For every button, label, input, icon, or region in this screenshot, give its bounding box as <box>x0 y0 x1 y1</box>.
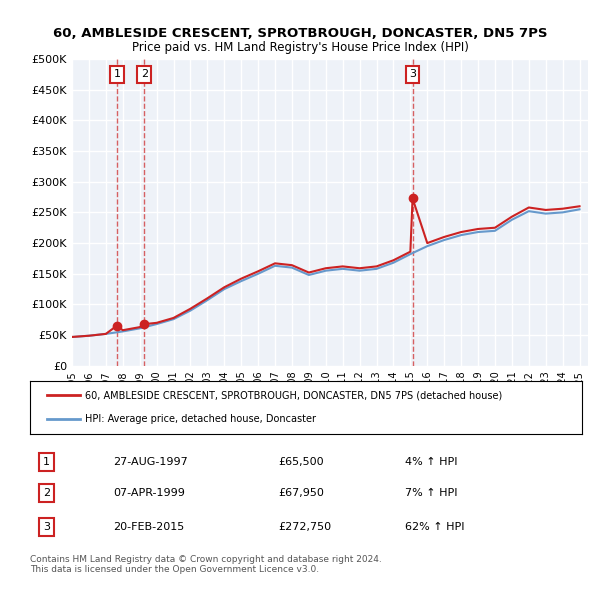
Text: 60, AMBLESIDE CRESCENT, SPROTBROUGH, DONCASTER, DN5 7PS (detached house): 60, AMBLESIDE CRESCENT, SPROTBROUGH, DON… <box>85 391 502 401</box>
Text: 4% ↑ HPI: 4% ↑ HPI <box>406 457 458 467</box>
Text: 07-APR-1999: 07-APR-1999 <box>113 489 185 498</box>
Text: 7% ↑ HPI: 7% ↑ HPI <box>406 489 458 498</box>
Text: £65,500: £65,500 <box>278 457 324 467</box>
Text: 27-AUG-1997: 27-AUG-1997 <box>113 457 188 467</box>
Text: Price paid vs. HM Land Registry's House Price Index (HPI): Price paid vs. HM Land Registry's House … <box>131 41 469 54</box>
Text: Contains HM Land Registry data © Crown copyright and database right 2024.
This d: Contains HM Land Registry data © Crown c… <box>30 555 382 574</box>
Text: 1: 1 <box>113 70 121 79</box>
Text: 20-FEB-2015: 20-FEB-2015 <box>113 522 184 532</box>
Text: 60, AMBLESIDE CRESCENT, SPROTBROUGH, DONCASTER, DN5 7PS: 60, AMBLESIDE CRESCENT, SPROTBROUGH, DON… <box>53 27 547 40</box>
Text: £67,950: £67,950 <box>278 489 324 498</box>
Text: 2: 2 <box>140 70 148 79</box>
Text: 3: 3 <box>409 70 416 79</box>
Text: 62% ↑ HPI: 62% ↑ HPI <box>406 522 465 532</box>
Text: HPI: Average price, detached house, Doncaster: HPI: Average price, detached house, Donc… <box>85 414 316 424</box>
Text: 1: 1 <box>43 457 50 467</box>
Text: £272,750: £272,750 <box>278 522 332 532</box>
Text: 2: 2 <box>43 489 50 498</box>
Text: 3: 3 <box>43 522 50 532</box>
